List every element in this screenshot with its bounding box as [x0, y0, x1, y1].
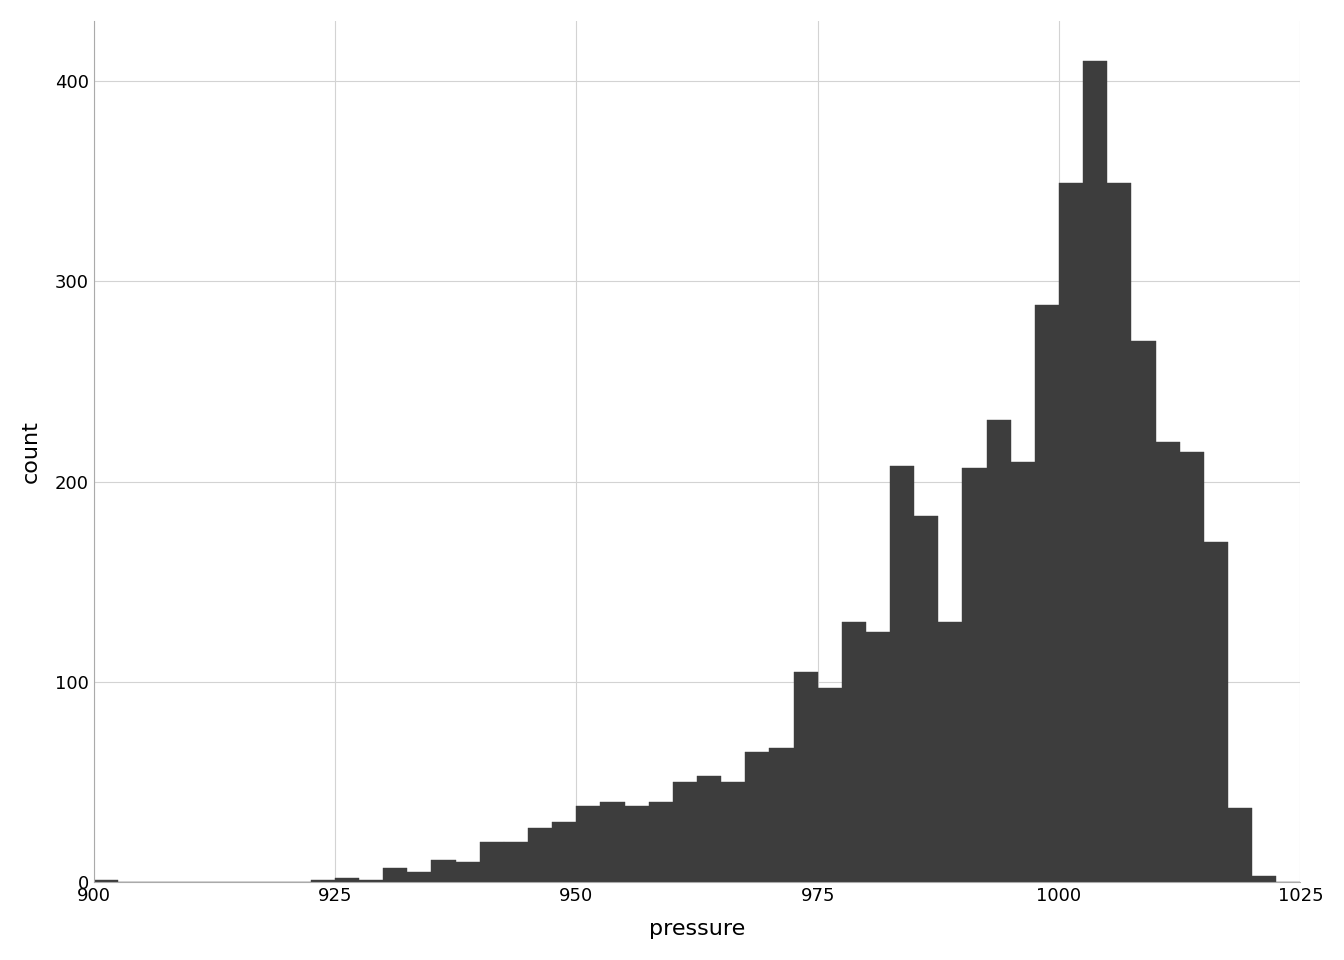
Bar — [745, 753, 769, 882]
Bar — [528, 828, 552, 882]
Bar — [914, 516, 938, 882]
Bar — [1035, 305, 1059, 882]
Bar — [359, 880, 383, 882]
Bar — [722, 782, 745, 882]
Bar — [577, 806, 601, 882]
Bar — [456, 862, 480, 882]
Bar — [793, 672, 817, 882]
Bar — [1132, 342, 1156, 882]
Bar — [698, 777, 722, 882]
Bar — [817, 688, 841, 882]
Bar — [1253, 876, 1277, 882]
Bar — [673, 782, 698, 882]
Bar — [1083, 60, 1107, 882]
Bar — [1180, 451, 1204, 882]
Bar — [431, 860, 456, 882]
Bar — [335, 878, 359, 882]
Bar — [1156, 442, 1180, 882]
Bar — [383, 869, 407, 882]
Bar — [480, 842, 504, 882]
X-axis label: pressure: pressure — [649, 919, 745, 939]
Bar — [649, 803, 673, 882]
Bar — [938, 622, 962, 882]
Bar — [601, 803, 625, 882]
Bar — [866, 632, 890, 882]
Y-axis label: count: count — [22, 420, 40, 483]
Bar — [504, 842, 528, 882]
Bar — [1228, 808, 1253, 882]
Bar — [1107, 183, 1132, 882]
Bar — [986, 420, 1011, 882]
Bar — [1011, 462, 1035, 882]
Bar — [962, 468, 986, 882]
Bar — [625, 806, 649, 882]
Bar — [94, 880, 118, 882]
Bar — [841, 622, 866, 882]
Bar — [407, 873, 431, 882]
Bar — [1059, 183, 1083, 882]
Bar — [552, 823, 577, 882]
Bar — [1204, 541, 1228, 882]
Bar — [310, 880, 335, 882]
Bar — [769, 748, 793, 882]
Bar — [890, 466, 914, 882]
